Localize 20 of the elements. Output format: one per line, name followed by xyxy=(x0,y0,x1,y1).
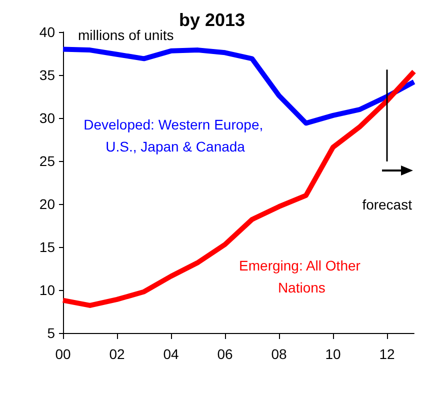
y-tick-label: 40 xyxy=(39,24,56,40)
y-tick-label: 15 xyxy=(39,239,56,255)
y-tick-label: 25 xyxy=(39,153,56,169)
y-tick-label: 30 xyxy=(39,110,56,126)
x-tick-label: 08 xyxy=(271,346,287,362)
y-axis-title: millions of units xyxy=(78,27,174,43)
chart-title: by 2013 xyxy=(178,10,246,30)
series-label: Developed: Western Europe, U.S., Japan & Canada xyxy=(84,116,268,154)
series-label: Emerging: All Other Nations xyxy=(239,258,364,296)
y-tick-label: 35 xyxy=(39,67,56,83)
x-tick-label: 10 xyxy=(325,346,341,362)
y-tick-label: 5 xyxy=(47,325,56,341)
annotation: forecast xyxy=(362,196,412,213)
y-tick-label: 20 xyxy=(39,196,56,212)
x-tick-label: 02 xyxy=(109,346,125,362)
x-tick-label: 00 xyxy=(55,346,71,362)
x-tick-label: 06 xyxy=(217,346,233,362)
y-tick-label: 10 xyxy=(39,282,56,298)
x-tick-label: 04 xyxy=(163,346,179,362)
x-tick-label: 12 xyxy=(379,346,395,362)
